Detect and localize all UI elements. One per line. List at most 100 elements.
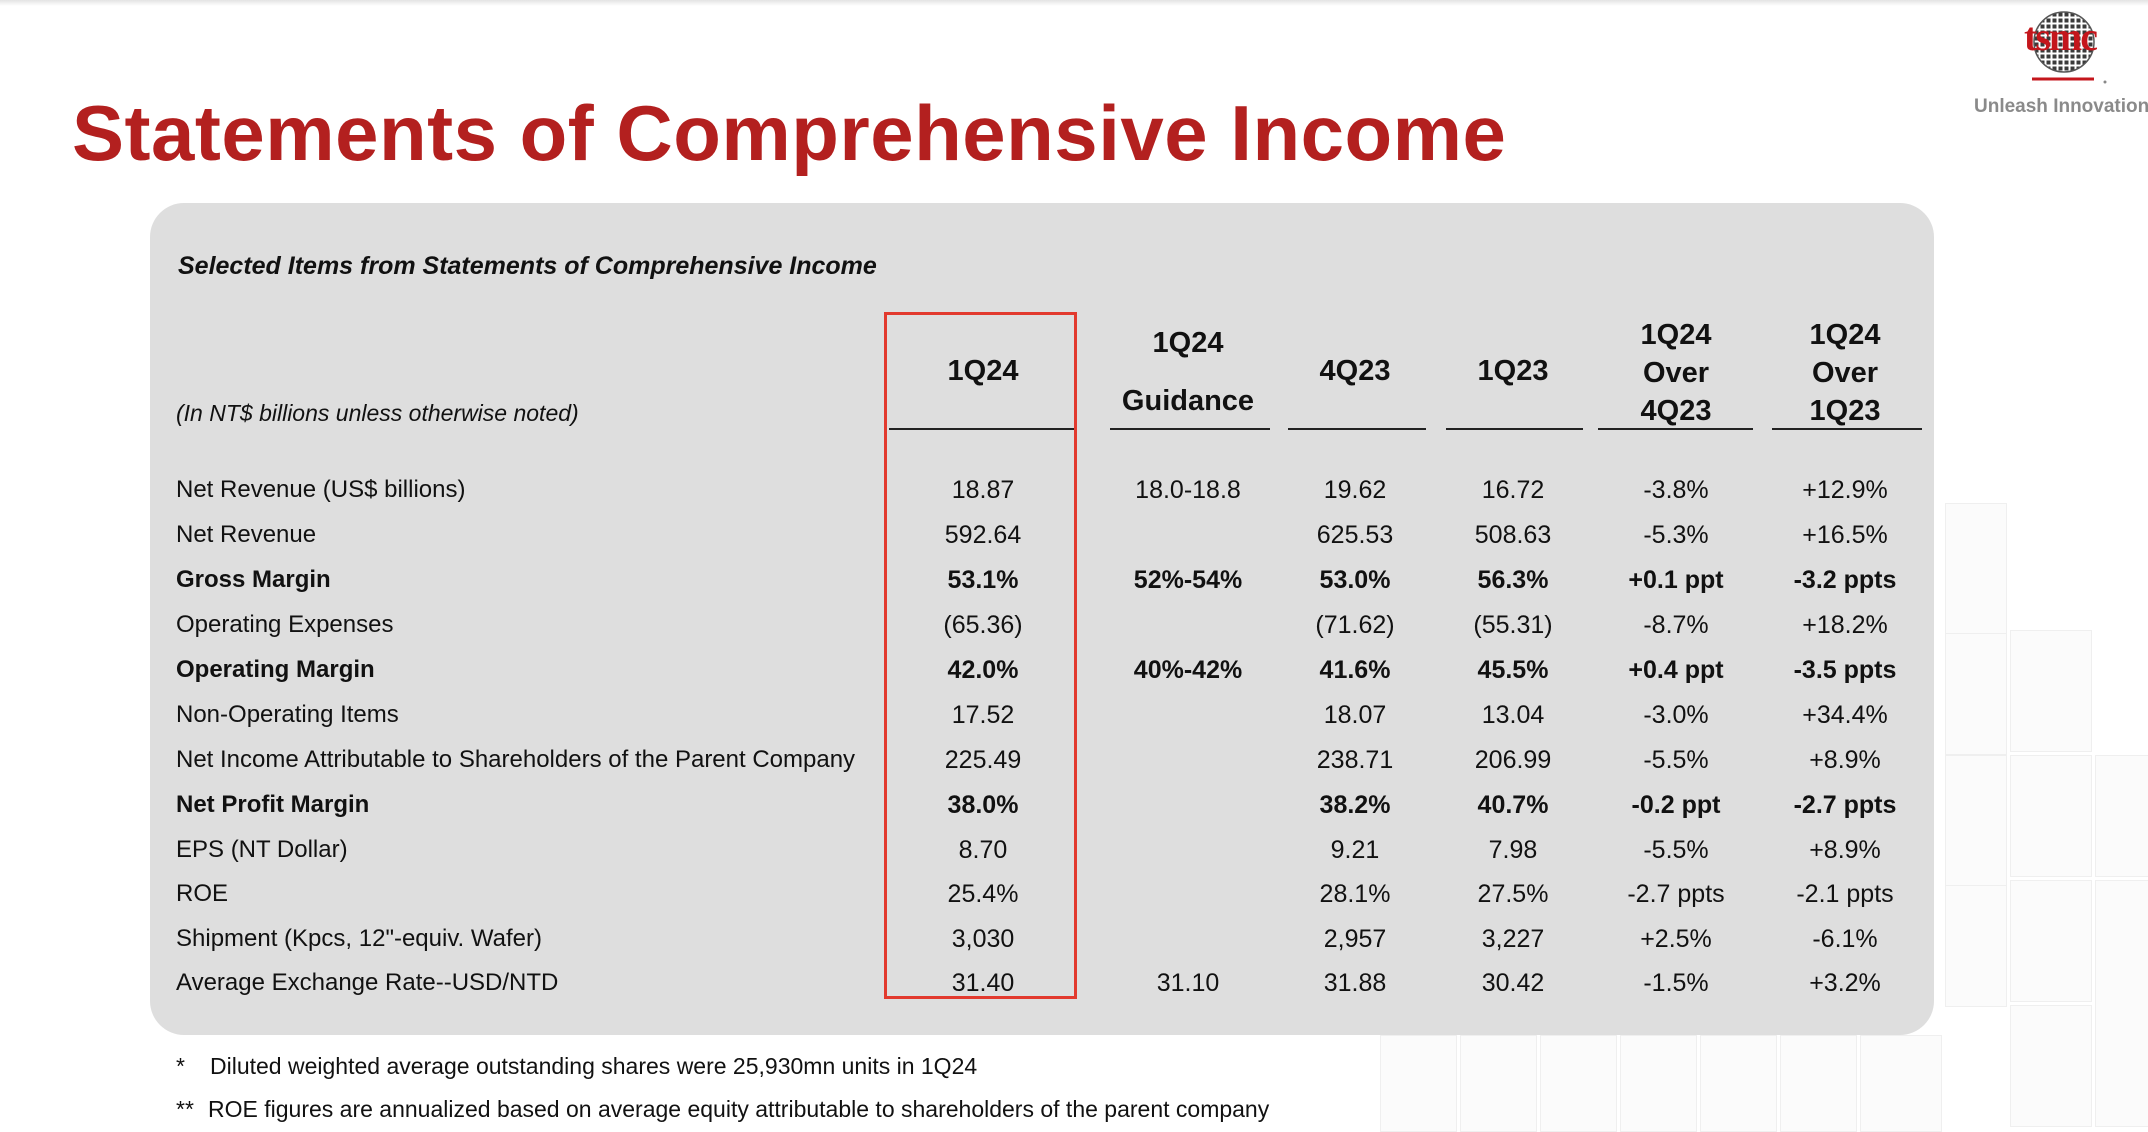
table-cell-q1_24: (65.36)	[943, 611, 1023, 639]
footnote-1-text: Diluted weighted average outstanding sha…	[210, 1053, 978, 1079]
table-cell-yoy: -3.2 ppts	[1793, 566, 1897, 594]
table-cell-q1_23: 40.7%	[1477, 791, 1549, 819]
table-cell-q1_23: 56.3%	[1477, 566, 1549, 594]
row-label: Net Income Attributable to Shareholders …	[176, 746, 856, 773]
table-cell-yoy: -3.5 ppts	[1793, 656, 1897, 684]
table-cell-qoq: -5.5%	[1643, 746, 1709, 774]
column-header-line: 1Q24	[1640, 319, 1712, 351]
row-label: Non-Operating Items	[176, 701, 399, 728]
units-note: (In NT$ billions unless otherwise noted)	[176, 400, 579, 426]
table-cell-qoq: -5.5%	[1643, 836, 1709, 864]
table-cell-yoy: +8.9%	[1809, 746, 1881, 774]
table-cell-q1_24: 42.0%	[947, 656, 1019, 684]
table-cell-q4_23: 38.2%	[1319, 791, 1391, 819]
column-header-guidance: 1Q24 Guidance	[1078, 314, 1298, 430]
column-header-yoy: 1Q24 Over 1Q23	[1735, 316, 1955, 430]
panel-subtitle: Selected Items from Statements of Compre…	[178, 252, 877, 280]
column-header-line: 1Q24	[1152, 327, 1224, 359]
footnote-2-mark: **	[176, 1096, 194, 1122]
footnote-1: * Diluted weighted average outstanding sh…	[176, 1053, 977, 1080]
highlight-box-1q24	[884, 312, 1077, 999]
table-cell-q1_23: 3,227	[1481, 925, 1545, 953]
column-header-line: 4Q23	[1319, 355, 1391, 387]
table-cell-q4_23: 18.07	[1323, 701, 1387, 729]
table-cell-q1_24: 18.87	[951, 476, 1015, 504]
column-header-line: 1Q23	[1477, 355, 1549, 387]
table-cell-q1_23: 30.42	[1481, 969, 1545, 997]
table-cell-q4_23: 31.88	[1323, 969, 1387, 997]
row-label: Gross Margin	[176, 566, 331, 593]
table-cell-guidance: 31.10	[1156, 969, 1220, 997]
table-cell-q1_24: 17.52	[951, 701, 1015, 729]
table-cell-q4_23: 625.53	[1316, 521, 1394, 549]
table-cell-q4_23: 19.62	[1323, 476, 1387, 504]
table-cell-yoy: -6.1%	[1812, 925, 1878, 953]
column-rule	[1772, 428, 1922, 430]
table-cell-q1_23: 206.99	[1474, 746, 1552, 774]
table-cell-qoq: -8.7%	[1643, 611, 1709, 639]
column-rule	[1110, 428, 1270, 430]
table-cell-yoy: +8.9%	[1809, 836, 1881, 864]
table-cell-q4_23: 9.21	[1330, 836, 1380, 864]
table-cell-yoy: -2.1 ppts	[1796, 880, 1894, 908]
table-cell-qoq: -5.3%	[1643, 521, 1709, 549]
table-cell-guidance: 18.0-18.8	[1135, 476, 1241, 504]
table-cell-q1_24: 8.70	[958, 836, 1008, 864]
column-rule	[1288, 428, 1426, 430]
footnote-1-mark: *	[176, 1053, 185, 1079]
table-cell-q1_24: 25.4%	[947, 880, 1019, 908]
table-cell-q4_23: 238.71	[1316, 746, 1394, 774]
table-cell-q1_24: 31.40	[951, 969, 1015, 997]
table-cell-qoq: -2.7 ppts	[1627, 880, 1725, 908]
table-cell-q4_23: 41.6%	[1319, 656, 1391, 684]
table-cell-q4_23: 53.0%	[1319, 566, 1391, 594]
table-cell-yoy: +34.4%	[1802, 701, 1888, 729]
column-header-line: Guidance	[1121, 385, 1255, 417]
column-header-line: 1Q24	[1809, 319, 1881, 351]
table-cell-guidance: 40%-42%	[1133, 656, 1243, 684]
table-cell-q1_23: 16.72	[1481, 476, 1545, 504]
table-cell-q4_23: (71.62)	[1315, 611, 1395, 639]
table-cell-q1_23: 508.63	[1474, 521, 1552, 549]
table-panel	[150, 203, 1934, 1035]
table-cell-q4_23: 28.1%	[1319, 880, 1391, 908]
column-header-qoq: 1Q24 Over 4Q23	[1566, 316, 1786, 430]
column-header-line: 1Q23	[1809, 395, 1881, 427]
row-label: EPS (NT Dollar)	[176, 836, 348, 863]
page-title: Statements of Comprehensive Income	[72, 89, 1507, 177]
row-label: ROE	[176, 880, 229, 907]
column-rule	[1446, 428, 1583, 430]
table-cell-yoy: +12.9%	[1802, 476, 1888, 504]
row-label: Average Exchange Rate--USD/NTD	[176, 969, 559, 996]
table-cell-qoq: -1.5%	[1643, 969, 1709, 997]
column-rule	[889, 428, 1077, 430]
table-cell-qoq: -3.0%	[1643, 701, 1709, 729]
footnote-2-text: ROE figures are annualized based on aver…	[208, 1096, 1270, 1122]
table-cell-q4_23: 2,957	[1323, 925, 1387, 953]
table-cell-q1_24: 592.64	[944, 521, 1022, 549]
table-cell-q1_23: 27.5%	[1477, 880, 1549, 908]
table-cell-q1_24: 53.1%	[947, 566, 1019, 594]
tagline: Unleash Innovation	[1974, 96, 2148, 117]
table-cell-yoy: +16.5%	[1802, 521, 1888, 549]
table-cell-q1_24: 225.49	[944, 746, 1022, 774]
column-header-line: Over	[1811, 357, 1879, 389]
row-label: Net Revenue (US$ billions)	[176, 476, 466, 503]
table-cell-q1_23: (55.31)	[1473, 611, 1553, 639]
table-cell-qoq: +2.5%	[1640, 925, 1712, 953]
table-cell-qoq: +0.4 ppt	[1628, 656, 1724, 684]
table-cell-qoq: -3.8%	[1643, 476, 1709, 504]
top-shadow	[0, 0, 2148, 6]
row-label: Net Profit Margin	[176, 791, 370, 818]
table-cell-q1_23: 7.98	[1488, 836, 1538, 864]
table-cell-yoy: +3.2%	[1809, 969, 1881, 997]
table-cell-guidance: 52%-54%	[1133, 566, 1243, 594]
svg-text:tsmc: tsmc	[2024, 14, 2097, 59]
table-cell-q1_23: 13.04	[1481, 701, 1545, 729]
table-cell-yoy: -2.7 ppts	[1793, 791, 1897, 819]
footnote-2: ** ROE figures are annualized based on av…	[176, 1096, 1269, 1123]
row-label: Net Revenue	[176, 521, 317, 548]
table-cell-q1_24: 38.0%	[947, 791, 1019, 819]
column-header-q1_24: 1Q24	[873, 352, 1093, 390]
table-cell-q1_24: 3,030	[951, 925, 1015, 953]
